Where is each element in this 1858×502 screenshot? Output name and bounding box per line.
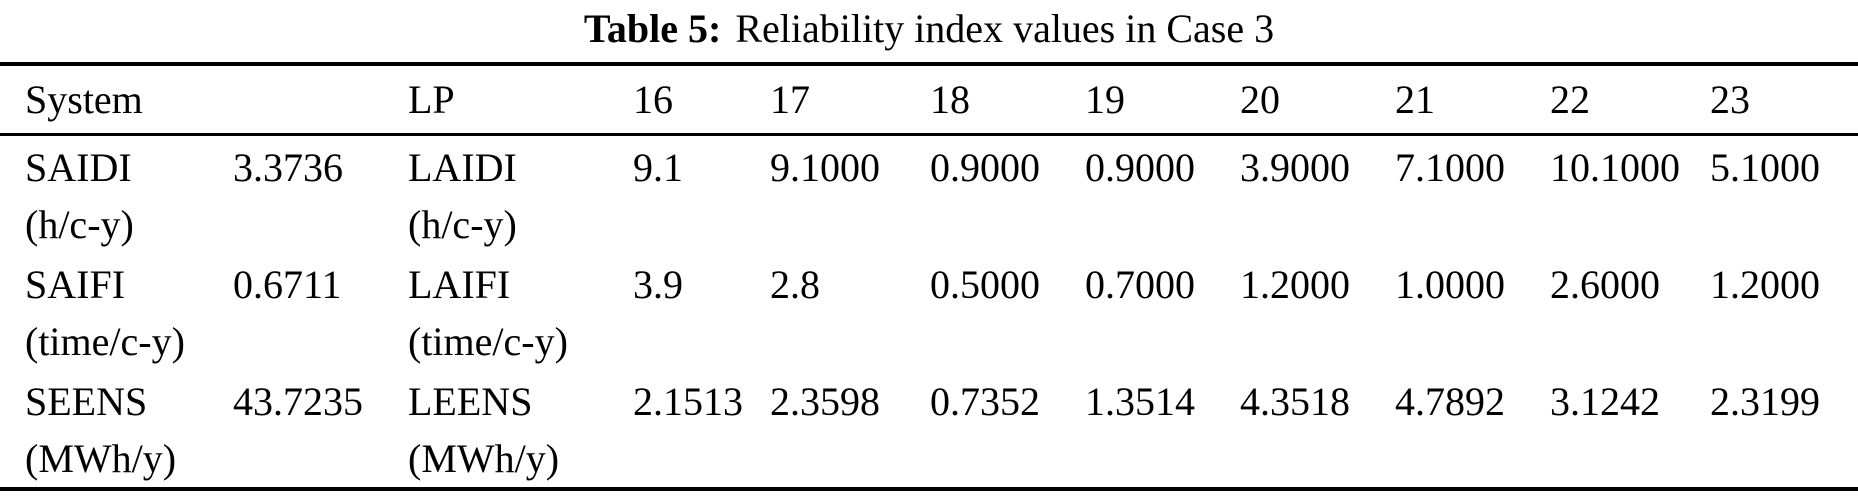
- column-header-16: 16: [633, 64, 770, 136]
- cell-lp19: 1.3514: [1085, 378, 1195, 424]
- column-header-20: 20: [1240, 64, 1395, 136]
- cell-lp22: 2.6000: [1550, 261, 1660, 307]
- column-header-18: 18: [930, 64, 1085, 136]
- cell-lp16: 2.1513: [633, 378, 743, 424]
- column-header-lp: LP: [408, 64, 633, 136]
- cell-lp20: 4.3518: [1240, 378, 1350, 424]
- cell-lp17: 9.1000: [770, 144, 880, 190]
- lp-index-label: LAIDI (h/c-y): [408, 134, 633, 253]
- system-index-value: 0.6711: [233, 261, 342, 307]
- lp-index-name: LAIFI: [408, 261, 511, 307]
- lp-index-label: LEENS (MWh/y): [408, 370, 633, 489]
- column-header-22: 22: [1550, 64, 1710, 136]
- cell-lp18: 0.5000: [930, 261, 1040, 307]
- cell-lp17: 2.3598: [770, 378, 880, 424]
- system-index-name: SAIDI: [25, 144, 132, 190]
- system-index-label: SAIFI (time/c-y): [0, 253, 233, 370]
- cell-lp16: 9.1: [633, 144, 683, 190]
- column-header-21: 21: [1395, 64, 1550, 136]
- cell-lp18: 0.7352: [930, 378, 1040, 424]
- header-row: System LP 16 17 18 19 20 21 22 23: [0, 64, 1858, 136]
- lp-index-name: LAIDI: [408, 144, 517, 190]
- system-index-unit: (MWh/y): [25, 435, 177, 481]
- system-index-label: SAIDI (h/c-y): [0, 134, 233, 253]
- cell-lp21: 4.7892: [1395, 378, 1505, 424]
- system-index-name: SEENS: [25, 378, 148, 424]
- column-header-23: 23: [1710, 64, 1858, 136]
- table-row-seens: SEENS (MWh/y) 43.7235 LEENS (MWh/y) 2.15…: [0, 370, 1858, 489]
- column-header-17: 17: [770, 64, 930, 136]
- cell-lp21: 1.0000: [1395, 261, 1505, 307]
- cell-lp18: 0.9000: [930, 144, 1040, 190]
- table-caption-text: Reliability index values in Case 3: [735, 6, 1275, 51]
- lp-index-unit: (MWh/y): [408, 435, 560, 481]
- column-header-system-value: [233, 64, 408, 136]
- cell-lp17: 2.8: [770, 261, 820, 307]
- column-header-19: 19: [1085, 64, 1240, 136]
- cell-lp21: 7.1000: [1395, 144, 1505, 190]
- cell-lp23: 1.2000: [1710, 261, 1820, 307]
- table-row-saidi: SAIDI (h/c-y) 3.3736 LAIDI (h/c-y) 9.1 9…: [0, 134, 1858, 253]
- system-index-value: 3.3736: [233, 144, 343, 190]
- table-row-saifi: SAIFI (time/c-y) 0.6711 LAIFI (time/c-y)…: [0, 253, 1858, 370]
- table-caption: Table 5: Reliability index values in Case…: [0, 0, 1858, 58]
- cell-lp20: 1.2000: [1240, 261, 1350, 307]
- cell-lp23: 2.3199: [1710, 378, 1820, 424]
- reliability-table: System LP 16 17 18 19 20 21 22 23 SAIDI …: [0, 62, 1858, 491]
- cell-lp19: 0.7000: [1085, 261, 1195, 307]
- lp-index-unit: (time/c-y): [408, 318, 568, 364]
- cell-lp16: 3.9: [633, 261, 683, 307]
- cell-lp19: 0.9000: [1085, 144, 1195, 190]
- cell-lp23: 5.1000: [1710, 144, 1820, 190]
- system-index-name: SAIFI: [25, 261, 126, 307]
- table-caption-label: Table 5:: [583, 6, 722, 51]
- cell-lp20: 3.9000: [1240, 144, 1350, 190]
- system-index-unit: (h/c-y): [25, 201, 134, 247]
- cell-lp22: 10.1000: [1550, 144, 1680, 190]
- column-header-system: System: [0, 64, 233, 136]
- lp-index-name: LEENS: [408, 378, 533, 424]
- system-index-label: SEENS (MWh/y): [0, 370, 233, 489]
- lp-index-label: LAIFI (time/c-y): [408, 253, 633, 370]
- system-index-value: 43.7235: [233, 378, 363, 424]
- system-index-unit: (time/c-y): [25, 318, 185, 364]
- cell-lp22: 3.1242: [1550, 378, 1660, 424]
- lp-index-unit: (h/c-y): [408, 201, 517, 247]
